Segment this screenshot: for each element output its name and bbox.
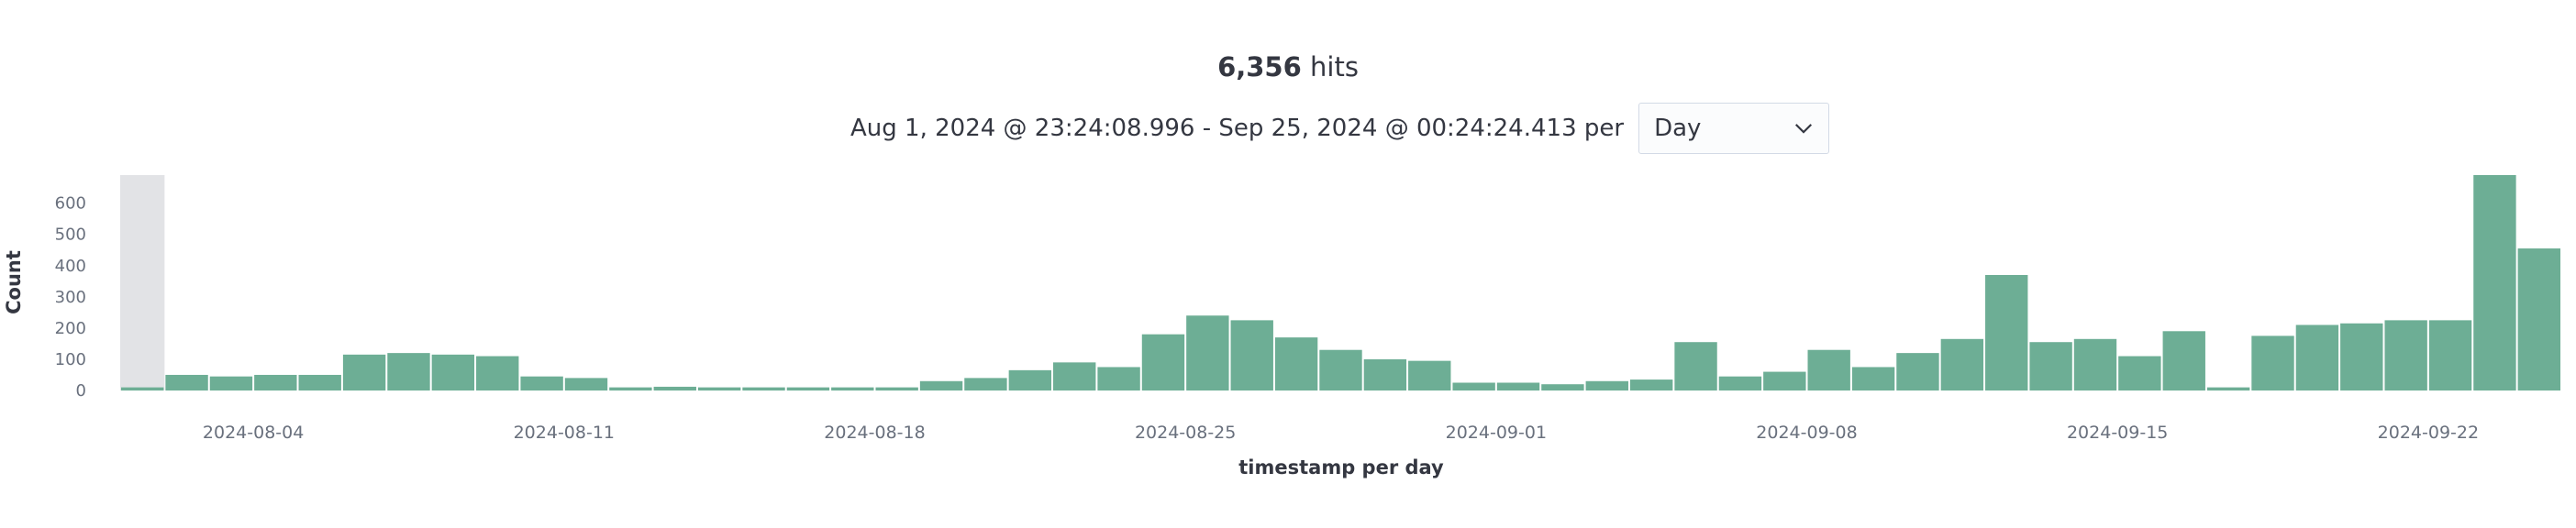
highlight-layer (120, 175, 165, 390)
histogram-bar[interactable] (2206, 387, 2250, 390)
histogram-bar[interactable] (1008, 369, 1052, 390)
y-axis: 0 100 200 300 400 500 600 (55, 194, 86, 401)
histogram-bar[interactable] (254, 374, 297, 390)
time-range-text: Aug 1, 2024 @ 23:24:08.996 - Sep 25, 202… (850, 115, 1625, 142)
selected-range-highlight (120, 175, 165, 390)
histogram-bar[interactable] (1452, 382, 1495, 390)
histogram-bar[interactable] (1851, 367, 1895, 390)
histogram-bar[interactable] (2340, 323, 2383, 390)
hits-summary: 6,356 hits (0, 51, 2576, 82)
histogram-bar[interactable] (1186, 315, 1229, 390)
histogram-bar[interactable] (2251, 336, 2294, 390)
histogram-bar[interactable] (1097, 367, 1140, 390)
x-tick-label: 2024-09-15 (2067, 423, 2168, 443)
histogram-bar[interactable] (786, 387, 830, 390)
y-tick-label: 400 (55, 257, 86, 276)
histogram-bar[interactable] (1763, 371, 1806, 390)
interval-select-value: Day (1654, 115, 1702, 142)
histogram-bar[interactable] (1053, 362, 1096, 390)
histogram-bar[interactable] (1363, 358, 1407, 390)
histogram-bar[interactable] (2073, 338, 2117, 390)
y-tick-label: 500 (55, 226, 86, 245)
x-tick-label: 2024-08-04 (203, 423, 304, 443)
x-tick-label: 2024-09-01 (1446, 423, 1547, 443)
histogram-bar[interactable] (2517, 248, 2560, 390)
histogram-bar[interactable] (121, 387, 164, 390)
x-tick-label: 2024-08-25 (1135, 423, 1236, 443)
x-tick-label: 2024-09-08 (1756, 423, 1857, 443)
histogram-bar[interactable] (298, 374, 341, 390)
y-tick-label: 300 (55, 288, 86, 307)
histogram-bar[interactable] (964, 378, 1007, 390)
x-axis-title: timestamp per day (1238, 456, 1444, 478)
histogram-bar[interactable] (1141, 334, 1185, 390)
histogram-bar[interactable] (1274, 337, 1318, 390)
bars-layer (121, 175, 2560, 390)
y-tick-label: 0 (76, 381, 86, 401)
histogram-bar[interactable] (1718, 376, 1762, 390)
x-axis: 2024-08-04 2024-08-11 2024-08-18 2024-08-25… (203, 423, 2479, 443)
histogram-bar[interactable] (387, 353, 430, 390)
x-tick-label: 2024-08-18 (824, 423, 925, 443)
histogram-bar[interactable] (2118, 356, 2161, 390)
x-tick-label: 2024-08-11 (514, 423, 615, 443)
histogram-bar[interactable] (1408, 360, 1451, 390)
histogram-bar[interactable] (165, 374, 208, 390)
chevron-down-icon (1795, 124, 1813, 134)
histogram-bar[interactable] (609, 387, 652, 390)
histogram-bar[interactable] (1940, 338, 1984, 390)
hits-label: hits (1310, 51, 1359, 82)
histogram-bar[interactable] (1807, 349, 1850, 390)
histogram-bar[interactable] (520, 376, 563, 390)
histogram-bar[interactable] (875, 387, 918, 390)
histogram-bar[interactable] (342, 354, 386, 390)
time-range-row: Aug 1, 2024 @ 23:24:08.996 - Sep 25, 202… (850, 103, 1830, 154)
histogram-bar[interactable] (742, 387, 785, 390)
histogram-bar[interactable] (1585, 380, 1628, 390)
histogram-bar[interactable] (2162, 331, 2205, 390)
histogram-bar[interactable] (1541, 384, 1584, 390)
histogram-bar[interactable] (2428, 320, 2472, 390)
histogram-bar[interactable] (1319, 349, 1362, 390)
y-tick-label: 100 (55, 350, 86, 369)
histogram-bar[interactable] (564, 378, 608, 390)
y-tick-label: 600 (55, 194, 86, 214)
y-axis-title: Count (3, 250, 25, 314)
x-tick-label: 2024-09-22 (2378, 423, 2479, 443)
histogram-bar[interactable] (1896, 353, 1939, 390)
histogram-bar[interactable] (1629, 380, 1673, 390)
interval-select[interactable]: Day (1638, 103, 1830, 154)
histogram-bar[interactable] (1985, 274, 2028, 390)
histogram-bar[interactable] (209, 376, 253, 390)
y-tick-label: 200 (55, 319, 86, 338)
histogram-bar[interactable] (1230, 320, 1273, 390)
histogram-bar[interactable] (2029, 342, 2072, 390)
histogram-bar[interactable] (919, 380, 963, 390)
histogram-bar[interactable] (431, 354, 475, 390)
histogram-bar[interactable] (2473, 175, 2516, 390)
histogram-bar[interactable] (476, 356, 519, 390)
hits-count: 6,356 (1217, 51, 1302, 82)
histogram-bar[interactable] (1674, 342, 1717, 390)
histogram-bar[interactable] (653, 386, 696, 390)
histogram-bar[interactable] (2295, 324, 2339, 390)
histogram-bar[interactable] (697, 387, 741, 390)
histogram-bar[interactable] (1496, 382, 1540, 390)
histogram-bar[interactable] (2384, 320, 2427, 390)
histogram-bar[interactable] (831, 387, 874, 390)
